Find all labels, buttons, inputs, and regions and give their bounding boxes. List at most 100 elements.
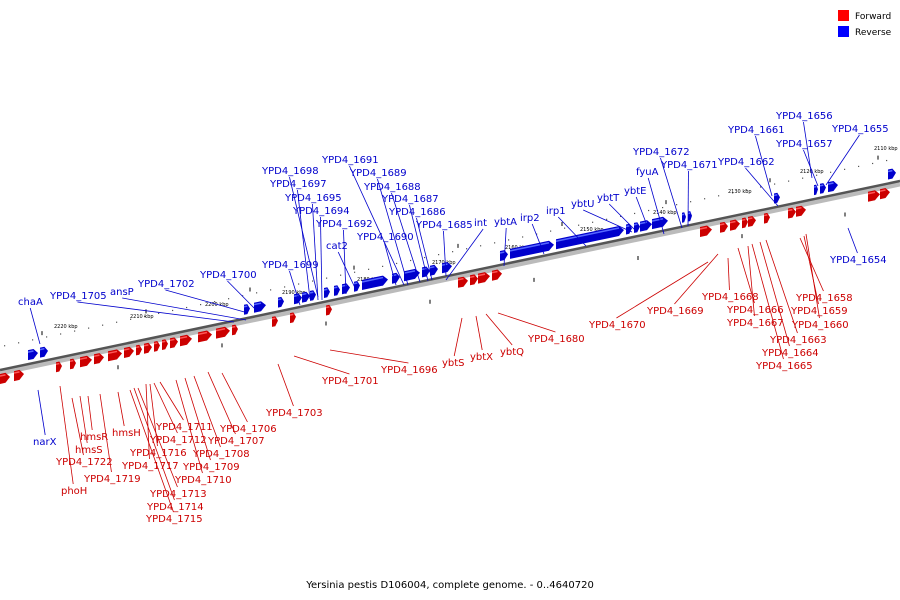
gene-label[interactable]: YPD4_1663 [769, 335, 827, 346]
genome-caption: Yersinia pestis D106004, complete genome… [305, 580, 594, 591]
gene-label[interactable]: irp1 [546, 206, 566, 217]
tick-dot [116, 321, 118, 323]
label-leader-line [409, 204, 429, 282]
gene-label[interactable]: YPD4_1658 [795, 293, 853, 304]
gene-label[interactable]: YPD4_1710 [174, 475, 232, 486]
tick-dot [466, 248, 468, 250]
gene-label[interactable]: YPD4_1712 [149, 435, 207, 446]
gene-label[interactable]: ybtX [470, 352, 493, 363]
gene-label[interactable]: YPD4_1661 [727, 125, 785, 136]
gene-label[interactable]: YPD4_1717 [121, 461, 179, 472]
label-leader-line [149, 383, 158, 447]
gene-label[interactable]: int [474, 218, 487, 229]
gene-label[interactable]: ybtA [494, 217, 517, 228]
gene-highlight [651, 218, 664, 222]
label-leader-line [159, 381, 184, 421]
gene-highlight [403, 270, 416, 274]
gene-label[interactable]: YPD4_1716 [129, 448, 187, 459]
gene-label[interactable]: YPD4_1715 [145, 514, 203, 525]
gene-label[interactable]: YPD4_1701 [321, 376, 379, 387]
gene-label[interactable]: YPD4_1722 [55, 457, 113, 468]
reverse-gene[interactable] [556, 226, 624, 250]
gene-label[interactable]: narX [33, 437, 57, 448]
gene-highlight [741, 218, 746, 221]
gene-label[interactable]: ybtE [624, 186, 647, 197]
gene-label[interactable]: YPD4_1713 [149, 489, 207, 500]
gene-label[interactable]: YPD4_1689 [349, 168, 407, 179]
tick-dot [172, 309, 174, 312]
tick-dot [564, 227, 566, 229]
gene-label[interactable]: YPD4_1668 [701, 292, 759, 303]
gene-label[interactable]: YPD4_1705 [49, 291, 107, 302]
gene-label[interactable]: YPD4_1696 [380, 365, 438, 376]
gene-label[interactable]: ansP [110, 287, 134, 298]
gene-label[interactable]: YPD4_1656 [775, 111, 833, 122]
label-leader-line [727, 257, 730, 291]
gene-label[interactable]: YPD4_1695 [284, 193, 342, 204]
label-leader-line [453, 317, 463, 357]
gene-label[interactable]: cat2 [326, 241, 348, 252]
gene-label[interactable]: YPD4_1665 [755, 361, 813, 372]
gene-label[interactable]: YPD4_1694 [292, 206, 350, 217]
reverse-gene[interactable] [362, 275, 388, 290]
gene-label[interactable]: YPD4_1688 [363, 182, 421, 193]
gene-label[interactable]: irp2 [520, 213, 540, 224]
gene-label[interactable]: YPD4_1703 [265, 408, 323, 419]
gene-label[interactable]: YPD4_1659 [790, 306, 848, 317]
gene-label[interactable]: ybtS [442, 358, 465, 369]
tick-dot [88, 327, 90, 329]
gene-label[interactable]: YPD4_1657 [775, 139, 833, 150]
gene-label[interactable]: hmsS [75, 445, 103, 456]
tick-dot [270, 289, 272, 291]
gene-label[interactable]: YPD4_1708 [192, 449, 250, 460]
gene-label[interactable]: YPD4_1671 [660, 160, 718, 171]
gene-label[interactable]: YPD4_1654 [829, 255, 887, 266]
gene-label[interactable]: YPD4_1699 [261, 260, 319, 271]
gene-label[interactable]: YPD4_1686 [388, 207, 446, 218]
gene-label[interactable]: YPD4_1698 [261, 166, 319, 177]
gene-label[interactable]: YPD4_1711 [155, 422, 213, 433]
gene-label[interactable]: YPD4_1672 [632, 147, 690, 158]
gene-label[interactable]: YPD4_1692 [315, 219, 373, 230]
gene-label[interactable]: YPD4_1700 [199, 270, 257, 281]
gene-label[interactable]: YPD4_1685 [415, 220, 473, 231]
tick-dot [424, 256, 426, 259]
reverse-gene[interactable] [510, 240, 554, 259]
gene-label[interactable]: YPD4_1709 [182, 462, 240, 473]
gene-label[interactable]: YPD4_1666 [726, 305, 784, 316]
gene-highlight [153, 342, 158, 345]
gene-label[interactable]: YPD4_1670 [588, 320, 646, 331]
gene-label[interactable]: YPD4_1662 [717, 157, 775, 168]
gene-label[interactable]: hmsR [80, 432, 108, 443]
gene-highlight [469, 275, 475, 279]
gene-label[interactable]: ybtQ [500, 347, 524, 358]
scale-labels: 2110 kbp 2120 kbp 2130 kbp 2140 kbp 2150 kbp… [54, 146, 898, 330]
gene-label[interactable]: YPD4_1714 [146, 502, 204, 513]
gene-label[interactable]: YPD4_1691 [321, 155, 379, 166]
gene-highlight [333, 286, 338, 289]
gene-label[interactable]: YPD4_1706 [219, 424, 277, 435]
gene-label[interactable]: YPD4_1669 [646, 306, 704, 317]
gene-label[interactable]: chaA [18, 297, 43, 308]
label-leader-line [165, 289, 249, 314]
gene-label[interactable]: ybtT [597, 193, 620, 204]
gene-label[interactable]: fyuA [636, 167, 659, 178]
gene-label[interactable]: ybtU [571, 199, 595, 210]
gene-highlight [457, 277, 464, 281]
gene-label[interactable]: YPD4_1664 [761, 348, 819, 359]
label-leader-line [37, 389, 46, 436]
gene-label[interactable]: phoH [61, 486, 87, 497]
gene-label[interactable]: YPD4_1660 [791, 320, 849, 331]
gene-label[interactable]: YPD4_1707 [207, 436, 265, 447]
tick-dot [284, 286, 286, 288]
gene-label[interactable]: YPD4_1655 [831, 124, 889, 135]
gene-label[interactable]: hmsH [112, 428, 141, 439]
gene-label[interactable]: YPD4_1697 [269, 179, 327, 190]
gene-label[interactable]: YPD4_1719 [83, 474, 141, 485]
gene-label[interactable]: YPD4_1702 [137, 279, 195, 290]
gene-label[interactable]: YPD4_1687 [381, 194, 439, 205]
gene-label[interactable]: YPD4_1680 [527, 334, 585, 345]
gene-label[interactable]: YPD4_1690 [356, 232, 414, 243]
gene-label[interactable]: YPD4_1667 [726, 318, 784, 329]
tick-dot [144, 315, 146, 317]
